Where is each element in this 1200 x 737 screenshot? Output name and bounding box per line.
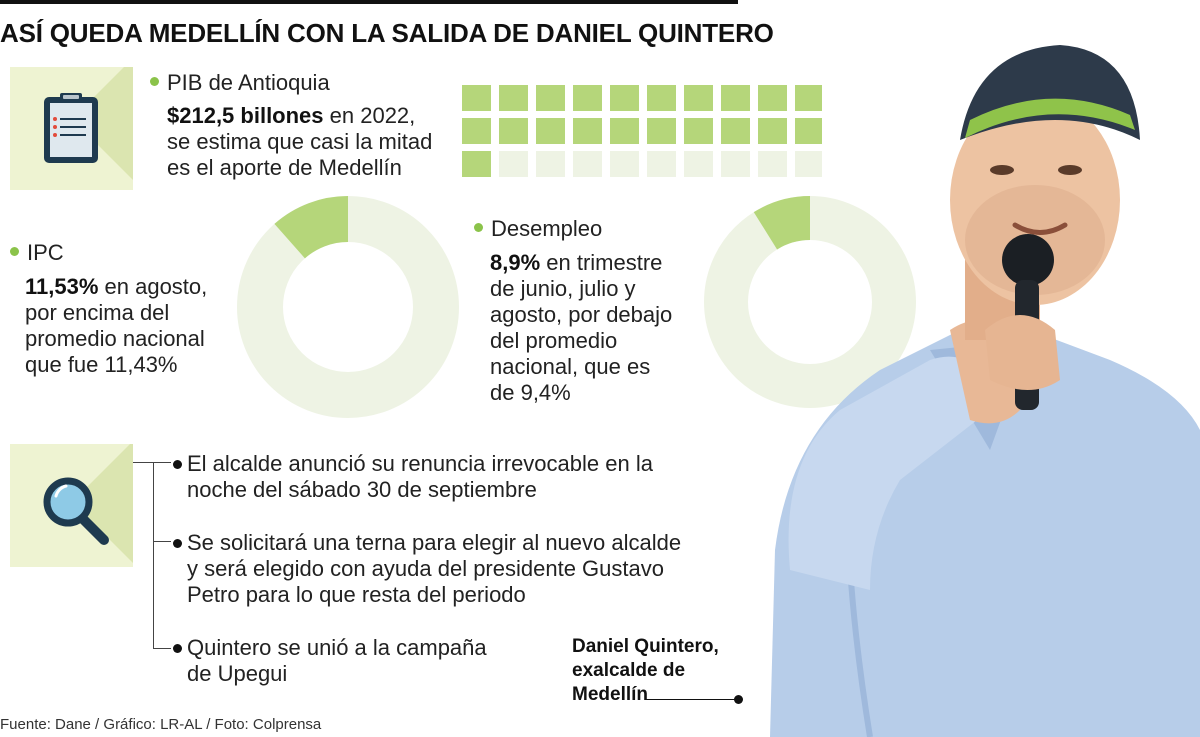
connector-line bbox=[153, 541, 171, 542]
waffle-cell bbox=[610, 151, 639, 177]
pib-text: $212,5 billones en 2022, se estima que c… bbox=[167, 103, 433, 180]
ipc-value: 11,53% bbox=[25, 274, 99, 299]
ipc-label: IPC bbox=[10, 240, 64, 266]
waffle-cell bbox=[499, 85, 528, 111]
waffle-cell bbox=[795, 85, 822, 111]
daniel-quintero-photo bbox=[770, 45, 1200, 737]
donut-slice-value bbox=[753, 196, 811, 250]
connector-line bbox=[133, 462, 153, 463]
waffle-cell bbox=[758, 118, 787, 144]
waffle-cell bbox=[573, 118, 602, 144]
waffle-cell bbox=[610, 85, 639, 111]
ipc-text: 11,53% en agosto, por encima del promedi… bbox=[25, 274, 208, 377]
waffle-cell bbox=[573, 85, 602, 111]
connector-line bbox=[153, 648, 171, 649]
waffle-cell bbox=[721, 85, 750, 111]
waffle-cell bbox=[647, 85, 676, 111]
caption-pointer-line bbox=[645, 699, 737, 700]
pib-value: $212,5 billones bbox=[167, 103, 324, 128]
waffle-cell bbox=[462, 85, 491, 111]
waffle-cell bbox=[573, 151, 602, 177]
clipboard-icon bbox=[44, 93, 98, 163]
waffle-cell bbox=[536, 118, 565, 144]
waffle-cell bbox=[462, 151, 491, 177]
bullet-item: Se solicitará una terna para elegir al n… bbox=[173, 530, 681, 608]
connector-line bbox=[153, 462, 171, 463]
desempleo-value: 8,9% bbox=[490, 250, 541, 275]
waffle-cell bbox=[758, 85, 787, 111]
waffle-cell bbox=[795, 118, 822, 144]
waffle-cell bbox=[721, 151, 750, 177]
ipc-dot bbox=[10, 246, 19, 256]
waffle-cell bbox=[536, 85, 565, 111]
bullet-item: El alcalde anunció su renuncia irrevocab… bbox=[173, 451, 653, 503]
waffle-cell bbox=[462, 118, 491, 144]
pib-waffle-chart bbox=[462, 85, 822, 177]
source-note: Fuente: Dane / Gráfico: LR-AL / Foto: Co… bbox=[0, 716, 322, 733]
caption-pointer-dot bbox=[734, 695, 743, 704]
desempleo-text: 8,9% en trimestre de junio, julio y agos… bbox=[490, 250, 673, 405]
desempleo-donut-chart bbox=[704, 196, 916, 408]
waffle-cell bbox=[721, 118, 750, 144]
desempleo-label: Desempleo bbox=[474, 216, 602, 242]
pib-dot bbox=[150, 76, 159, 86]
waffle-cell bbox=[536, 151, 565, 177]
magnifier-icon bbox=[43, 477, 109, 545]
magnifier-icon-box bbox=[10, 444, 133, 567]
donut-slice-value bbox=[274, 196, 349, 259]
waffle-cell bbox=[684, 151, 713, 177]
waffle-cell bbox=[647, 118, 676, 144]
waffle-cell bbox=[684, 118, 713, 144]
page-title: ASÍ QUEDA MEDELLÍN CON LA SALIDA DE DANI… bbox=[0, 18, 774, 48]
desempleo-dot bbox=[474, 222, 483, 232]
waffle-cell bbox=[499, 151, 528, 177]
waffle-cell bbox=[610, 118, 639, 144]
waffle-cell bbox=[795, 151, 822, 177]
waffle-cell bbox=[499, 118, 528, 144]
photo-caption: Daniel Quintero, exalcalde de Medellín bbox=[572, 636, 719, 705]
waffle-cell bbox=[758, 151, 787, 177]
ipc-donut-chart bbox=[237, 196, 459, 418]
waffle-cell bbox=[684, 85, 713, 111]
connector-line bbox=[153, 462, 154, 648]
pib-label: PIB de Antioquia bbox=[150, 70, 330, 96]
waffle-cell bbox=[647, 151, 676, 177]
bullet-item: Quintero se unió a la campaña de Upegui bbox=[173, 635, 487, 687]
title-rule bbox=[0, 0, 738, 4]
donut-track bbox=[237, 196, 459, 418]
clipboard-icon-box bbox=[10, 67, 133, 190]
